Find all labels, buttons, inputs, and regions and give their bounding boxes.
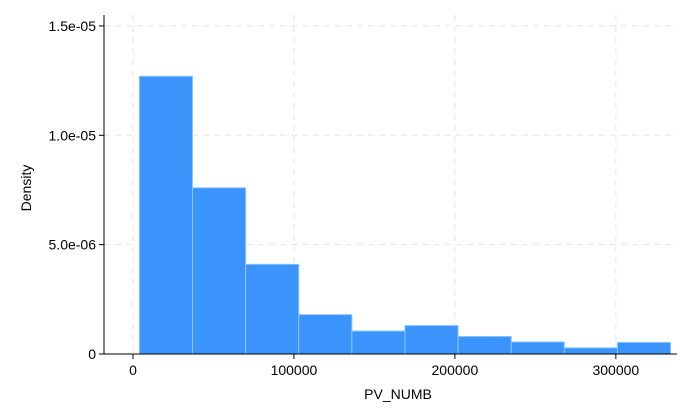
histogram-bar — [351, 330, 406, 355]
y-tick-label: 5.0e-06 — [49, 237, 97, 253]
y-tick-label: 0 — [88, 346, 96, 362]
histogram-bar — [245, 263, 300, 355]
histogram-bar — [192, 187, 247, 355]
histogram-bar — [138, 75, 194, 355]
x-tick-label: 300000 — [592, 362, 639, 378]
tick-labels: 0 5.0e-06 1.0e-05 1.5e-05 0 100000 200000 30000… — [49, 18, 640, 378]
histogram-bar — [404, 325, 459, 355]
x-tick-label: 200000 — [432, 362, 479, 378]
histogram-bar — [563, 347, 618, 355]
axes — [99, 15, 677, 359]
histogram-bar — [616, 341, 672, 355]
histogram-bar — [457, 336, 512, 355]
histogram-bar — [298, 314, 353, 355]
y-tick-label: 1.5e-05 — [49, 18, 97, 34]
y-axis-title: Density — [18, 165, 34, 212]
y-tick-label: 1.0e-05 — [49, 127, 97, 143]
x-axis-title: PV_NUMB — [364, 386, 432, 402]
x-tick-label: 0 — [129, 362, 137, 378]
histogram-bars — [138, 75, 672, 355]
histogram-bar — [510, 341, 565, 355]
grid-lines — [104, 15, 677, 354]
x-tick-label: 100000 — [271, 362, 318, 378]
